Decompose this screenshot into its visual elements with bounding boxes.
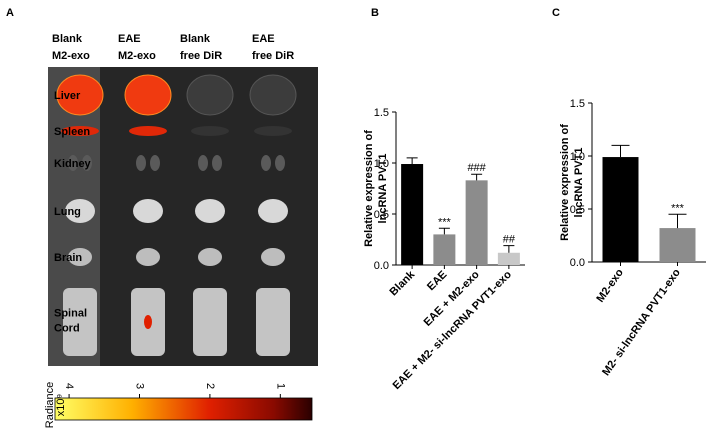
bar [602,157,639,262]
colorbar-label: Radiance [44,382,56,428]
spleen [61,126,99,136]
y-tick-label: 0.5 [374,209,389,221]
panel-label: A [6,7,14,19]
spinal-cord [256,288,290,356]
spleen [191,126,229,136]
lung [258,199,288,223]
row-label: Spinal [54,308,87,320]
y-tick-label: 1.0 [570,151,585,163]
kidney [82,155,92,171]
kidney [150,155,160,171]
significance-label: *** [671,202,685,214]
lung [65,199,95,223]
x-tick-label: EAE [425,269,449,293]
x-tick-label: M2-exo [594,267,626,305]
y-axis-label: lncRNA PVT1 [377,154,389,224]
y-tick-label: 0.5 [570,204,585,216]
spinal-cord [63,288,97,356]
colorbar-tick-label: 3 [133,383,145,389]
y-tick-label: 0.0 [570,257,585,269]
column-header: free DiR [252,50,294,62]
bar [465,180,488,265]
liver [56,74,104,116]
spleen [129,126,167,136]
liver [249,74,297,116]
row-label: Cord [54,323,80,335]
signal-spot [144,315,152,329]
column-header: Blank [180,33,211,45]
row-label: Liver [54,90,81,102]
colorbar-tick-label: 2 [204,383,216,389]
y-tick-label: 0.0 [374,260,389,272]
spinal-cord [193,288,227,356]
y-tick-label: 1.5 [570,98,585,110]
row-label: Spleen [54,126,90,138]
brain [198,248,222,266]
organ-images [56,74,297,356]
liver [124,74,172,116]
error-bar [471,173,483,181]
row-label: Kidney [54,158,92,170]
brain [136,248,160,266]
column-header: EAE [118,33,141,45]
error-bar [503,245,515,253]
bar [401,164,424,265]
bar [659,228,696,262]
kidney [261,155,271,171]
column-header: M2-exo [118,50,156,62]
lung [133,199,163,223]
row-label: Brain [54,252,82,264]
lung [195,199,225,223]
y-tick-label: 1.0 [374,158,389,170]
spleen [254,126,292,136]
bar [497,252,520,265]
colorbar [54,397,313,421]
panel-label: B [371,7,379,19]
colorbar-tick-label: 4 [63,383,75,389]
kidney [212,155,222,171]
error-bar [668,213,687,229]
kidney [198,155,208,171]
y-tick-label: 1.5 [374,107,389,119]
panel-label: C [552,7,560,19]
colorbar-tick-label: 1 [274,383,286,389]
brain [261,248,285,266]
colorbar-unit: x10⁹ [55,394,67,416]
error-bar [611,144,630,158]
column-header: Blank [52,33,83,45]
column-header: EAE [252,33,275,45]
kidney [68,155,78,171]
error-bar [406,157,418,165]
y-axis-label: lncRNA PVT1 [573,148,585,218]
column-header: free DiR [180,50,222,62]
x-tick-label: Blank [388,268,418,298]
significance-label: ## [503,234,516,246]
significance-label: *** [438,216,452,228]
column-header: M2-exo [52,50,90,62]
x-tick-label: EAE + M2- si-lncRNA PVT1-exo [391,268,515,392]
y-axis-label: Relative expression of [363,130,375,247]
y-axis-label: Relative expression of [559,124,571,241]
x-tick-label: EAE + M2-exo [422,268,482,328]
kidney [275,155,285,171]
kidney [136,155,146,171]
bar [433,234,456,265]
error-bar [438,227,450,235]
brain [68,248,92,266]
significance-label: ### [467,162,486,174]
row-label: Lung [54,206,81,218]
liver [186,74,234,116]
